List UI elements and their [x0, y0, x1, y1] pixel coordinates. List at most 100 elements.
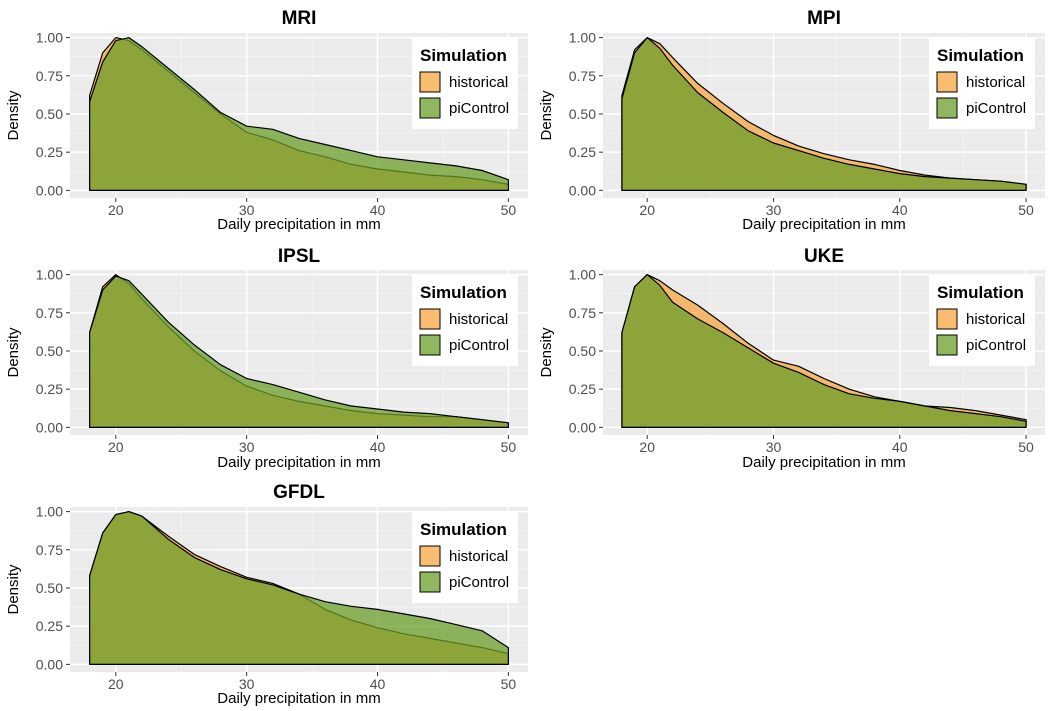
- x-axis-label: Daily precipitation in mm: [217, 216, 380, 233]
- x-axis-label: Daily precipitation in mm: [742, 454, 905, 471]
- y-tick-label: 1.00: [36, 267, 63, 283]
- y-axis-label: Density: [538, 90, 555, 141]
- y-tick-label: 1.00: [569, 30, 596, 46]
- x-tick-label: 40: [892, 439, 908, 455]
- legend-label: piControl: [966, 337, 1026, 354]
- y-tick-label: 1.00: [36, 30, 63, 46]
- x-tick-label: 20: [108, 202, 124, 218]
- density-area-picontrol: [621, 37, 1027, 191]
- legend-key-historical: [419, 308, 441, 330]
- panel-title: MRI: [282, 8, 317, 29]
- legend-label: piControl: [449, 337, 509, 354]
- legend: Simulation historical piControl: [929, 37, 1035, 129]
- y-tick-label: 0.50: [569, 343, 596, 359]
- legend-label: historical: [449, 311, 508, 328]
- x-tick-label: 40: [370, 676, 386, 692]
- legend-label: historical: [966, 311, 1025, 328]
- legend-key-picontrol: [419, 334, 441, 356]
- facet-ipsl: IPSL 20 30 40 50 0.00 0.25 0.50 0.75 1.00 Daily pr…: [5, 246, 528, 471]
- y-axis-label: Density: [5, 564, 22, 615]
- y-tick-label: 0.25: [569, 144, 596, 160]
- x-tick-label: 20: [639, 202, 655, 218]
- y-tick-label: 1.00: [569, 267, 596, 283]
- panel-title: UKE: [804, 246, 844, 267]
- x-tick-label: 30: [766, 202, 782, 218]
- y-tick-label: 0.50: [36, 343, 63, 359]
- x-axis-label: Daily precipitation in mm: [217, 690, 380, 707]
- y-tick-label: 0.75: [569, 68, 596, 84]
- y-tick-label: 0.50: [36, 580, 63, 596]
- legend-label: piControl: [966, 100, 1026, 117]
- x-axis-label: Daily precipitation in mm: [742, 216, 905, 233]
- x-tick-label: 40: [370, 202, 386, 218]
- density-area-picontrol: [89, 37, 509, 191]
- facet-mpi: MPI 20 30 40 50 0.00 0.25 0.50 0.75 1.00 Daily pre…: [538, 8, 1045, 233]
- legend-key-picontrol: [419, 97, 441, 119]
- legend-key-historical: [936, 308, 958, 330]
- panel-title: GFDL: [273, 482, 325, 503]
- y-tick-label: 0.00: [36, 656, 63, 672]
- y-tick-label: 0.25: [36, 144, 63, 160]
- y-tick-label: 0.25: [36, 618, 63, 634]
- legend-label: historical: [449, 548, 508, 565]
- y-tick-label: 0.00: [569, 182, 596, 198]
- legend-title: Simulation: [420, 46, 507, 65]
- y-tick-label: 0.25: [36, 381, 63, 397]
- legend: Simulation historical piControl: [412, 274, 518, 366]
- x-tick-label: 50: [501, 439, 517, 455]
- legend-label: historical: [966, 74, 1025, 91]
- legend-key-historical: [419, 545, 441, 567]
- x-tick-label: 30: [239, 439, 255, 455]
- y-axis-label: Density: [5, 90, 22, 141]
- x-tick-label: 50: [501, 676, 517, 692]
- panel-title: IPSL: [278, 246, 321, 267]
- x-tick-label: 30: [766, 439, 782, 455]
- facet-gfdl: GFDL 20 30 40 50 0.00 0.25 0.50 0.75 1.00 Daily pr…: [5, 482, 528, 707]
- legend: Simulation historical piControl: [412, 37, 518, 129]
- y-tick-label: 0.50: [36, 106, 63, 122]
- legend-label: historical: [449, 74, 508, 91]
- y-tick-label: 0.75: [36, 305, 63, 321]
- x-tick-label: 20: [108, 439, 124, 455]
- y-tick-label: 0.75: [569, 305, 596, 321]
- density-area-picontrol: [89, 275, 509, 428]
- panel-title: MPI: [807, 8, 841, 29]
- x-tick-label: 30: [239, 676, 255, 692]
- legend-title: Simulation: [420, 520, 507, 539]
- y-tick-label: 0.75: [36, 68, 63, 84]
- y-axis-label: Density: [5, 327, 22, 378]
- y-tick-label: 0.75: [36, 542, 63, 558]
- y-axis-label: Density: [538, 327, 555, 378]
- x-tick-label: 40: [892, 202, 908, 218]
- x-axis-label: Daily precipitation in mm: [217, 454, 380, 471]
- x-tick-label: 50: [501, 202, 517, 218]
- density-area-picontrol: [89, 511, 509, 665]
- legend-key-historical: [936, 71, 958, 93]
- y-tick-label: 0.00: [36, 182, 63, 198]
- legend-key-picontrol: [936, 97, 958, 119]
- facet-mri: MRI 20 30 40 50 0.00 0.25 0.50 0.75 1.00 Daily pre…: [5, 8, 528, 233]
- x-tick-label: 50: [1018, 202, 1034, 218]
- x-tick-label: 30: [239, 202, 255, 218]
- legend: Simulation historical piControl: [412, 511, 518, 603]
- legend-title: Simulation: [937, 283, 1024, 302]
- x-tick-label: 20: [108, 676, 124, 692]
- legend-label: piControl: [449, 574, 509, 591]
- y-tick-label: 0.00: [36, 419, 63, 435]
- x-tick-label: 20: [639, 439, 655, 455]
- legend-key-picontrol: [936, 334, 958, 356]
- legend: Simulation historical piControl: [929, 274, 1035, 366]
- y-tick-label: 0.25: [569, 381, 596, 397]
- y-tick-label: 0.00: [569, 419, 596, 435]
- x-tick-label: 50: [1018, 439, 1034, 455]
- legend-key-picontrol: [419, 571, 441, 593]
- legend-label: piControl: [449, 100, 509, 117]
- density-area-picontrol: [621, 274, 1027, 428]
- y-tick-label: 1.00: [36, 504, 63, 520]
- legend-title: Simulation: [937, 46, 1024, 65]
- legend-title: Simulation: [420, 283, 507, 302]
- facet-uke: UKE 20 30 40 50 0.00 0.25 0.50 0.75 1.00 Daily pre…: [538, 246, 1045, 471]
- x-tick-label: 40: [370, 439, 386, 455]
- y-tick-label: 0.50: [569, 106, 596, 122]
